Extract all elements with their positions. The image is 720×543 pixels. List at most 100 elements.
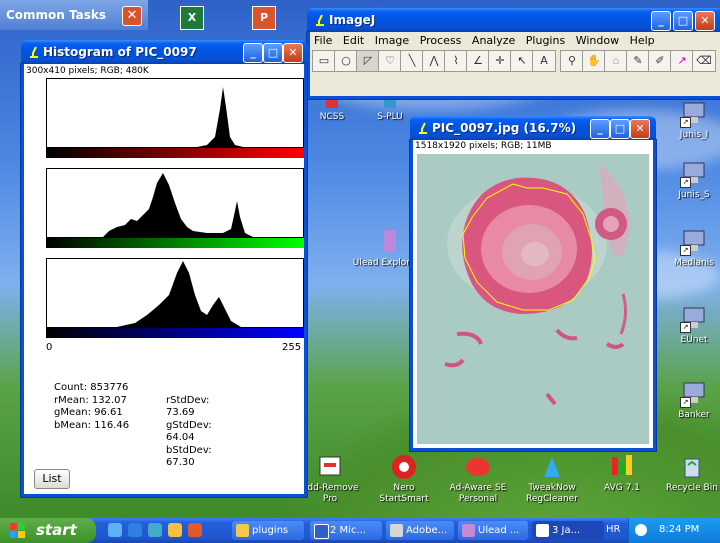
desktop-icon-avg[interactable]: AVG 7.1 <box>590 453 654 494</box>
maximize-button[interactable]: □ <box>263 43 283 63</box>
taskbar-item-plugins[interactable]: plugins <box>232 521 304 540</box>
green-histogram-curve <box>47 173 303 237</box>
image-info: 1518x1920 pixels; RGB; 11MB <box>415 141 552 151</box>
desktop-icon-ad-aware[interactable]: Ad-Aware SE Personal <box>446 453 510 505</box>
outlook-quicklaunch-icon[interactable] <box>168 523 182 537</box>
close-button[interactable]: ✕ <box>283 43 303 63</box>
green-histogram <box>46 168 304 238</box>
maximize-button[interactable]: □ <box>610 119 630 139</box>
menu-edit[interactable]: Edit <box>343 34 364 47</box>
ie-quicklaunch-icon[interactable] <box>128 523 142 537</box>
volume-icon[interactable] <box>635 524 647 536</box>
stat-gmean: gMean: 96.61 <box>54 407 129 420</box>
s-plus-icon <box>376 98 404 110</box>
desktop-icon-eunet[interactable]: ↗ EUnet <box>662 305 720 346</box>
hand-tool-icon[interactable]: ✋ <box>582 50 606 72</box>
close-icon[interactable]: ✕ <box>122 6 142 26</box>
polyline-tool-icon[interactable]: ⋀ <box>422 50 446 72</box>
point-tool-icon[interactable]: ✛ <box>488 50 512 72</box>
media-quicklaunch-icon[interactable] <box>148 523 162 537</box>
microscope-icon <box>26 45 39 58</box>
minimize-button[interactable]: _ <box>590 119 610 139</box>
word-icon <box>314 524 329 539</box>
desktop-icon-recycle-bin[interactable]: Recycle Bin <box>660 453 720 494</box>
powerpoint-icon[interactable]: P <box>252 6 276 30</box>
taskbar-item-word[interactable]: 2 Mic... <box>310 521 382 540</box>
ulead-icon <box>462 524 475 537</box>
desktop-icon-tweaknow[interactable]: TweakNow RegCleaner <box>520 453 584 505</box>
maximize-button[interactable]: □ <box>673 11 693 31</box>
desktop-icon-medlanis[interactable]: ↗ Medlanis <box>662 228 720 269</box>
imagej-menubar: File Edit Image Process Analyze Plugins … <box>314 34 662 47</box>
desktop-quicklaunch-icon[interactable] <box>108 523 122 537</box>
stat-bstd: bStdDev: 67.30 <box>166 445 212 470</box>
histogram-titlebar[interactable]: Histogram of PIC_0097 _ □ ✕ <box>21 40 307 64</box>
blue-histogram-curve <box>47 261 303 327</box>
image-titlebar[interactable]: PIC_0097.jpg (16.7%) _ □ ✕ <box>410 116 656 140</box>
oval-tool-icon[interactable]: ○ <box>334 50 358 72</box>
app-quicklaunch-icon[interactable] <box>188 523 202 537</box>
avg-icon <box>608 453 636 481</box>
histogram-info: 300x410 pixels; RGB; 480K <box>26 66 149 76</box>
taskbar-item-java[interactable]: 3 Ja... <box>532 521 604 540</box>
taskbar-item-adobe[interactable]: Adobe... <box>386 521 454 540</box>
desktop-icon-junis-i[interactable]: ↗ Junis_I <box>662 100 720 141</box>
dropper-tool-icon[interactable]: ⌂ <box>604 50 628 72</box>
imagej-toolbar: ▭ ○ ◸ ♡ ╲ ⋀ ⌇ ∠ ✛ ↖ A ⚲ ✋ ⌂ ✎ ✐ ↗ ⌫ <box>312 50 720 72</box>
menu-image[interactable]: Image <box>375 34 409 47</box>
close-button[interactable]: ✕ <box>695 11 715 31</box>
windows-logo-icon <box>10 523 26 539</box>
desktop-icon-ulead-explore[interactable]: Ulead Explore <box>352 228 416 269</box>
monitor-icon: ↗ <box>680 305 708 333</box>
image-title: PIC_0097.jpg (16.7%) <box>432 121 576 135</box>
minimize-button[interactable]: _ <box>243 43 263 63</box>
red-gradient-bar <box>46 148 304 158</box>
monitor-icon: ↗ <box>680 100 708 128</box>
eraser-tool-icon[interactable]: ⌫ <box>692 50 716 72</box>
language-indicator[interactable]: HR <box>606 524 620 535</box>
excel-icon[interactable]: X <box>180 6 204 30</box>
text-tool-icon[interactable]: A <box>532 50 556 72</box>
desktop-icon-junis-s[interactable]: ↗ Junis_S <box>662 160 720 201</box>
brush-tool-icon[interactable]: ✐ <box>648 50 672 72</box>
desktop-icon-ncss[interactable]: NCSS <box>300 98 364 123</box>
microscope-icon <box>312 13 325 26</box>
polygon-tool-icon[interactable]: ◸ <box>356 50 380 72</box>
start-button[interactable]: start <box>0 518 96 543</box>
wand-tool-icon[interactable]: ↖ <box>510 50 534 72</box>
menu-process[interactable]: Process <box>420 34 462 47</box>
minimize-button[interactable]: _ <box>651 11 671 31</box>
image-window: PIC_0097.jpg (16.7%) _ □ ✕ 1518x1920 pix… <box>410 140 656 451</box>
menu-analyze[interactable]: Analyze <box>472 34 515 47</box>
imagej-titlebar[interactable]: ImageJ _ □ ✕ <box>307 8 720 32</box>
freeline-tool-icon[interactable]: ⌇ <box>444 50 468 72</box>
freehand-tool-icon[interactable]: ♡ <box>378 50 402 72</box>
monitor-icon: ↗ <box>680 228 708 256</box>
menu-plugins[interactable]: Plugins <box>526 34 565 47</box>
system-tray: 8:24 PM <box>628 518 720 543</box>
stat-rstd: rStdDev: 73.69 <box>166 395 212 420</box>
close-button[interactable]: ✕ <box>630 119 650 139</box>
stat-rmean: rMean: 132.07 <box>54 395 129 408</box>
arrow-tool-icon[interactable]: ↗ <box>670 50 694 72</box>
desktop-icon-banker[interactable]: ↗ Banker <box>662 380 720 421</box>
histogram-axis-min: 0 <box>46 342 52 353</box>
ad-aware-icon <box>464 453 492 481</box>
rectangle-tool-icon[interactable]: ▭ <box>312 50 336 72</box>
micrograph-image[interactable] <box>417 154 649 444</box>
line-tool-icon[interactable]: ╲ <box>400 50 424 72</box>
imagej-title: ImageJ <box>329 13 375 27</box>
monitor-icon: ↗ <box>680 160 708 188</box>
taskbar-item-ulead[interactable]: Ulead ... <box>458 521 528 540</box>
menu-file[interactable]: File <box>314 34 332 47</box>
desktop-icon-add-remove-pro[interactable]: Add-Remove Pro <box>298 453 362 505</box>
menu-help[interactable]: Help <box>630 34 655 47</box>
angle-tool-icon[interactable]: ∠ <box>466 50 490 72</box>
menu-window[interactable]: Window <box>576 34 619 47</box>
pencil-tool-icon[interactable]: ✎ <box>626 50 650 72</box>
microscope-icon <box>415 121 428 134</box>
desktop-icon-nero-startsmart[interactable]: Nero StartSmart <box>372 453 436 505</box>
magnifier-tool-icon[interactable]: ⚲ <box>560 50 584 72</box>
histogram-axis-max: 255 <box>282 342 301 353</box>
list-button[interactable]: List <box>34 469 70 489</box>
